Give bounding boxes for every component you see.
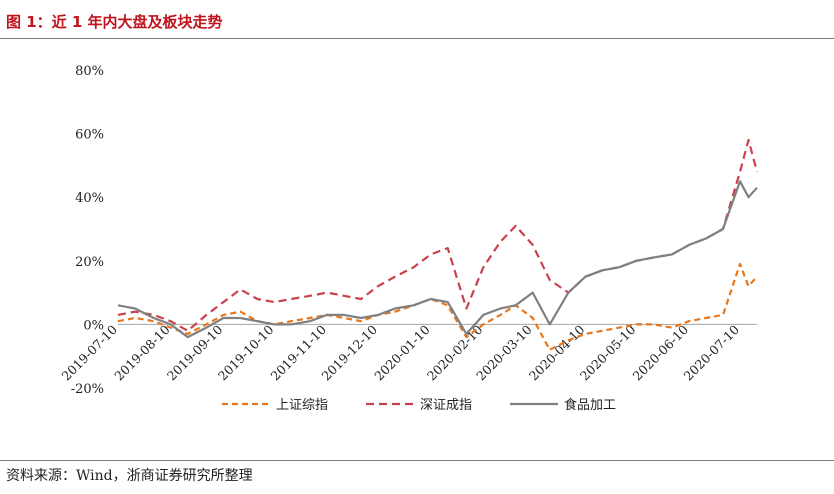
y-tick-label: 40% <box>75 191 104 206</box>
x-tick-label: 2020-05-10 <box>577 322 639 384</box>
x-tick-label: 2020-01-10 <box>371 322 433 384</box>
legend-label: 上证综指 <box>276 398 328 413</box>
legend-label: 食品加工 <box>564 397 616 413</box>
figure-title: 图 1：近 1 年内大盘及板块走势 <box>6 13 223 31</box>
y-tick-label: 0% <box>83 318 104 333</box>
y-tick-label: 80% <box>75 64 104 79</box>
legend-label: 深证成指 <box>420 398 472 413</box>
legend: 上证综指 深证成指 食品加工 <box>222 397 616 413</box>
x-tick-label: 2020-07-10 <box>681 322 743 384</box>
x-tick-label: 2019-10-10 <box>215 322 277 384</box>
series-line <box>117 180 758 339</box>
series-group <box>117 138 759 351</box>
line-chart: 80% 60% 40% 20% 0% -20% 2019-07-102019-08-102… <box>59 64 759 413</box>
x-tick-label: 2019-12-10 <box>319 322 381 384</box>
y-axis: 80% 60% 40% 20% 0% -20% <box>71 64 104 397</box>
bottom-rule <box>0 460 834 461</box>
top-rule <box>0 38 834 39</box>
x-axis: 2019-07-102019-08-102019-09-102019-10-10… <box>59 322 743 384</box>
source-note: 资料来源：Wind，浙商证券研究所整理 <box>6 468 253 484</box>
series-line <box>117 262 758 351</box>
x-tick-label: 2019-08-10 <box>111 322 173 384</box>
y-tick-label: 20% <box>75 255 104 270</box>
y-tick-label: -20% <box>71 382 104 397</box>
y-tick-label: 60% <box>75 128 104 143</box>
